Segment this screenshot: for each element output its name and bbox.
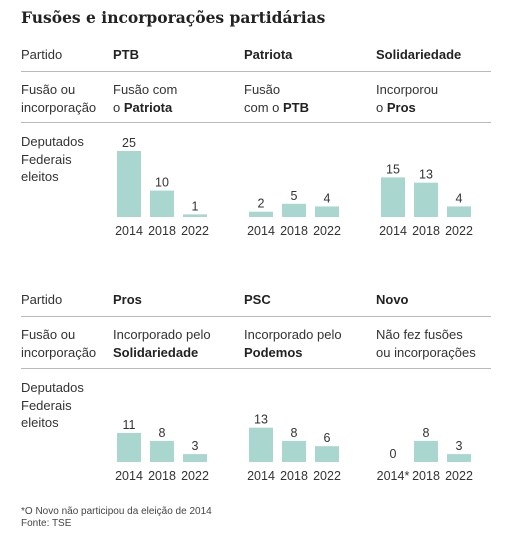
tick-label: 2022 xyxy=(181,224,209,238)
party-name-patriota: Patriota xyxy=(244,47,293,62)
tick-label: 2022 xyxy=(313,224,341,238)
tick-label: 2018 xyxy=(280,224,308,238)
data-label: 0 xyxy=(390,447,397,461)
action-text-ptb: Fusão com o Patriota xyxy=(113,82,178,115)
party-name-novo: Novo xyxy=(376,292,409,307)
data-label: 2 xyxy=(258,197,265,211)
bar-solidariedade-2018 xyxy=(414,182,438,217)
bar-solidariedade-2014 xyxy=(381,177,405,217)
tick-label: 2014 xyxy=(247,469,275,483)
data-label: 1 xyxy=(192,199,199,213)
tick-label: 2018 xyxy=(148,469,176,483)
data-label: 8 xyxy=(159,426,166,440)
row-label-partido: Partido xyxy=(21,47,63,62)
footnote: *O Novo não participou da eleição de 201… xyxy=(21,506,212,517)
data-label: 8 xyxy=(423,426,430,440)
tick-label: 2022 xyxy=(313,469,341,483)
tick-label: 2018 xyxy=(412,469,440,483)
party-name-solidariedade: Solidariedade xyxy=(376,47,462,62)
data-label: 15 xyxy=(386,162,400,176)
data-label: 25 xyxy=(122,136,136,150)
tick-label: 2014 xyxy=(379,224,407,238)
divider xyxy=(21,122,491,123)
bar-pros-2018 xyxy=(150,440,174,462)
row-label-deputados: Deputados Federais eleitos xyxy=(21,380,84,430)
party-name-ptb: PTB xyxy=(113,47,139,62)
bar-psc-2018 xyxy=(282,440,306,462)
bar-ptb-2014 xyxy=(117,151,141,217)
bar-ptb-2022 xyxy=(183,214,207,217)
divider xyxy=(21,316,491,317)
data-label: 3 xyxy=(192,439,199,453)
bar-patriota-2014 xyxy=(249,211,273,217)
bar-solidariedade-2022 xyxy=(447,206,471,217)
action-text-psc: Incorporado pelo Podemos xyxy=(244,327,342,360)
bar-patriota-2022 xyxy=(315,206,339,217)
data-label: 13 xyxy=(419,168,433,182)
data-label: 8 xyxy=(291,426,298,440)
party-name-psc: PSC xyxy=(244,292,271,307)
action-text-solidariedade: Incorporou o Pros xyxy=(376,82,439,115)
party-name-pros: Pros xyxy=(113,292,142,307)
action-text-novo: Não fez fusões ou incorporações xyxy=(376,327,476,360)
tick-label: 2018 xyxy=(280,469,308,483)
bar-novo-2018 xyxy=(414,440,438,462)
data-label: 4 xyxy=(324,191,331,205)
row-label-partido: Partido xyxy=(21,292,63,307)
tick-label: 2018 xyxy=(412,224,440,238)
tick-label: 2022 xyxy=(445,469,473,483)
data-label: 11 xyxy=(123,418,136,432)
tick-label: 2014 xyxy=(115,469,143,483)
source-note: Fonte: TSE xyxy=(21,518,72,529)
tick-label: 2018 xyxy=(148,224,176,238)
divider xyxy=(21,71,491,72)
row-label-fusao: Fusão ou incorporação xyxy=(21,82,97,115)
tick-label: 2022 xyxy=(445,224,473,238)
bar-patriota-2018 xyxy=(282,203,306,217)
tick-label: 2014 xyxy=(115,224,143,238)
action-text-pros: Incorporado pelo Solidariedade xyxy=(113,327,211,360)
bar-pros-2014 xyxy=(117,432,141,462)
data-label: 4 xyxy=(456,191,463,205)
data-label: 5 xyxy=(291,189,298,203)
tick-label: 2014 xyxy=(247,224,275,238)
data-label: 3 xyxy=(456,439,463,453)
bar-psc-2014 xyxy=(249,427,273,462)
action-text-patriota: Fusão com o PTB xyxy=(244,82,310,115)
data-label: 13 xyxy=(254,413,268,427)
bar-pros-2022 xyxy=(183,454,207,462)
row-label-deputados: Deputados Federais eleitos xyxy=(21,134,84,184)
data-label: 10 xyxy=(155,176,169,190)
chart-title: Fusões e incorporações partidárias xyxy=(21,8,326,27)
tick-label: 2022 xyxy=(181,469,209,483)
data-label: 6 xyxy=(324,431,331,445)
bar-ptb-2018 xyxy=(150,190,174,217)
divider xyxy=(21,368,491,369)
bar-psc-2022 xyxy=(315,446,339,462)
bar-novo-2022 xyxy=(447,454,471,462)
tick-label: 2014* xyxy=(377,469,410,483)
row-label-fusao: Fusão ou incorporação xyxy=(21,327,97,360)
